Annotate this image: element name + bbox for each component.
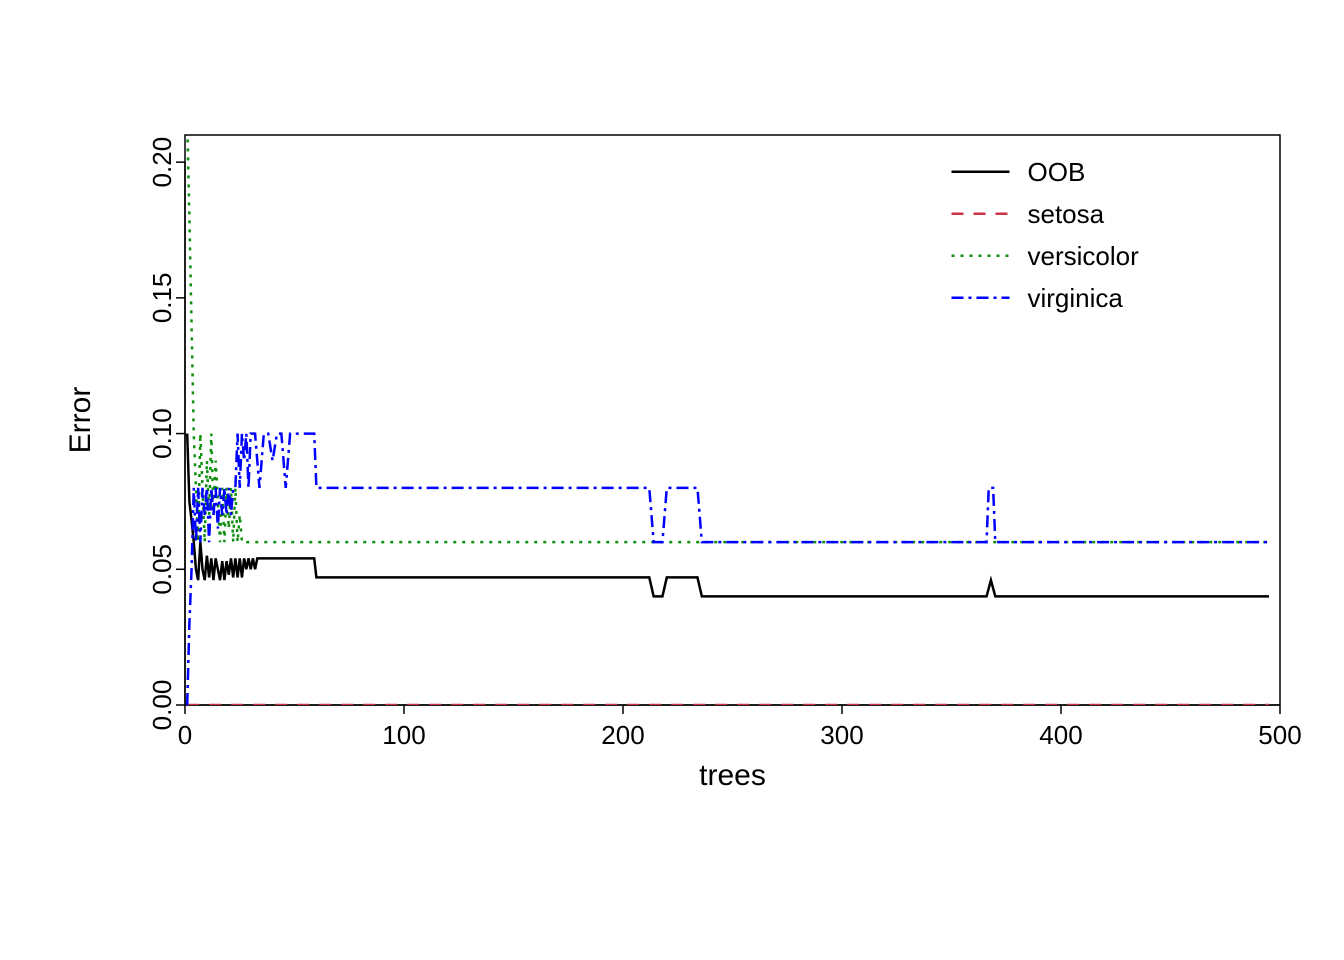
y-tick-label: 0.20 (147, 137, 177, 188)
legend-label-versicolor: versicolor (1028, 241, 1140, 271)
error-vs-trees-chart: 0 100 200 300 400 500 0.00 0.05 0.10 0.15 0.20 tree… (0, 0, 1344, 960)
x-tick-label: 400 (1039, 720, 1082, 750)
y-tick-label: 0.05 (147, 544, 177, 595)
legend-label-setosa: setosa (1028, 199, 1105, 229)
x-tick-label: 100 (382, 720, 425, 750)
x-tick-label: 300 (820, 720, 863, 750)
y-tick-label: 0.00 (147, 680, 177, 731)
legend-label-virginica: virginica (1028, 283, 1124, 313)
x-tick-label: 500 (1258, 720, 1301, 750)
x-tick-label: 200 (601, 720, 644, 750)
x-tick-label: 0 (178, 720, 192, 750)
chart-svg: 0 100 200 300 400 500 0.00 0.05 0.10 0.15 0.20 tree… (0, 0, 1344, 960)
y-axis-label: Error (64, 387, 97, 454)
y-tick-label: 0.15 (147, 273, 177, 324)
legend-label-oob: OOB (1028, 157, 1086, 187)
y-tick-label: 0.10 (147, 408, 177, 459)
x-axis-label: trees (699, 759, 766, 792)
